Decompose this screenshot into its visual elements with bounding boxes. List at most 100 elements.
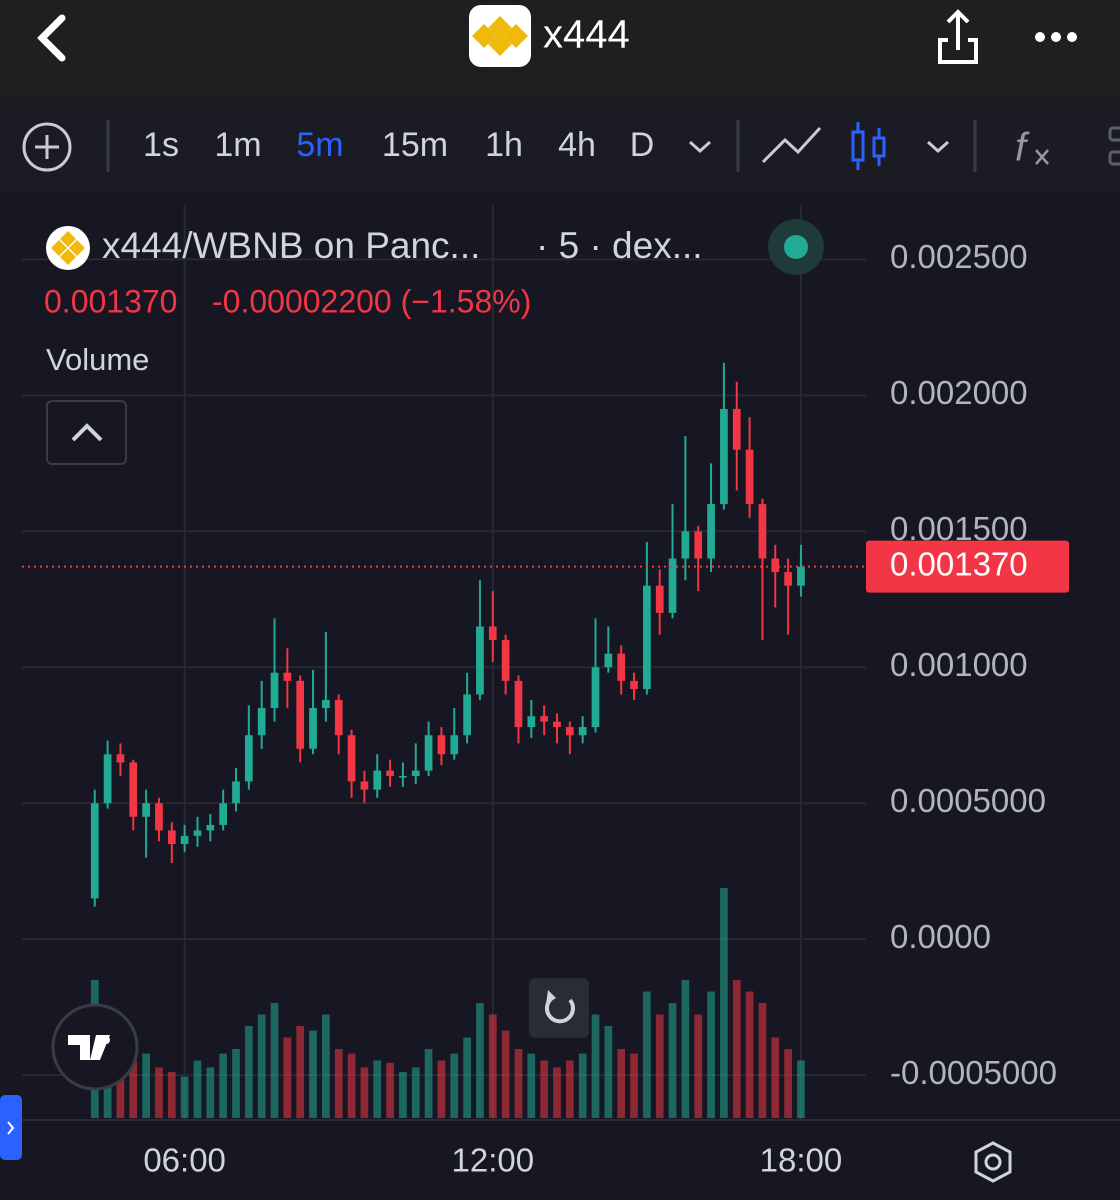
- legend-logo: [51, 231, 85, 265]
- candle-body: [527, 716, 536, 728]
- legend-icon: [46, 226, 90, 270]
- chart-type-dropdown[interactable]: [926, 140, 950, 154]
- candle-body: [630, 680, 638, 690]
- volume-bar: [797, 1060, 805, 1118]
- volume-bar: [681, 980, 690, 1118]
- chart-panel: [22, 203, 1120, 1200]
- header-title: x444: [543, 13, 630, 57]
- volume-bar: [296, 1026, 305, 1118]
- line-chart-button[interactable]: [761, 126, 822, 164]
- reset-button[interactable]: [529, 978, 589, 1038]
- volume-bar: [206, 1067, 215, 1118]
- candle-body: [771, 558, 780, 573]
- volume-bar: [707, 991, 715, 1118]
- candle-body: [643, 585, 651, 690]
- candle-body: [514, 680, 523, 728]
- candle-body: [745, 449, 754, 505]
- candle-body: [373, 770, 382, 790]
- candle-body: [155, 803, 163, 831]
- candle-body: [720, 408, 728, 505]
- candle-body: [334, 699, 343, 736]
- candle-body: [90, 803, 99, 899]
- candle-body: [553, 721, 561, 728]
- candle-body: [758, 504, 767, 559]
- candle-body: [437, 735, 446, 755]
- volume-bar: [463, 1037, 471, 1118]
- candle-body: [360, 781, 369, 790]
- candle-body: [296, 680, 305, 749]
- more-button[interactable]: [1035, 32, 1077, 42]
- volume-bar: [488, 1014, 497, 1118]
- volume-bar: [591, 1014, 600, 1118]
- layout-button: [1108, 150, 1120, 166]
- candle-body: [180, 835, 189, 845]
- interval-button[interactable]: D: [630, 126, 655, 164]
- candle-body: [219, 803, 228, 825]
- volume-bar: [116, 1049, 125, 1118]
- status-dot: [784, 235, 808, 259]
- share-button[interactable]: [938, 9, 978, 64]
- volume-bar: [604, 1026, 613, 1118]
- candle-body: [399, 776, 407, 778]
- y-tick-label: 0.001500: [890, 510, 1028, 547]
- volume-bar: [244, 1026, 253, 1118]
- volume-bar: [720, 888, 728, 1118]
- volume-bar: [360, 1067, 369, 1118]
- back-button[interactable]: [37, 14, 66, 62]
- add-button[interactable]: [22, 122, 72, 172]
- settings-button[interactable]: [974, 1141, 1012, 1183]
- candle-body: [129, 762, 138, 817]
- candle-body: [257, 708, 266, 736]
- candle-body: [167, 830, 176, 845]
- collapse-icon: [71, 423, 103, 442]
- volume-bar: [386, 1062, 394, 1118]
- candle-body: [617, 653, 626, 681]
- reset-arrow: [546, 990, 556, 1004]
- volume-bar: [643, 991, 651, 1118]
- candle-body: [784, 572, 792, 586]
- volume-bar: [527, 1053, 536, 1118]
- reset-icon: [544, 996, 575, 1024]
- volume-bar: [399, 1072, 407, 1118]
- volume-bar: [232, 1049, 240, 1118]
- volume-bar: [334, 1049, 343, 1118]
- token-logo: [472, 16, 528, 56]
- tv-dot: [102, 1036, 110, 1044]
- candle-body: [681, 531, 690, 559]
- candle-body: [450, 735, 459, 755]
- candle-body: [707, 504, 715, 559]
- interval-button[interactable]: 1s: [143, 126, 179, 164]
- volume-bar: [578, 1053, 587, 1118]
- last-price-tag: [866, 540, 1069, 593]
- interval-button[interactable]: 1h: [485, 126, 523, 164]
- y-tick-label: 0.002500: [890, 238, 1028, 275]
- y-tick-label: 0.002000: [890, 374, 1028, 411]
- volume-bar: [373, 1060, 382, 1118]
- layout-button[interactable]: [1108, 126, 1120, 142]
- tv-mark: [68, 1035, 110, 1060]
- candle-body: [668, 558, 677, 613]
- study-label: Volume: [46, 342, 149, 377]
- volume-bar: [655, 1014, 664, 1118]
- volume-bar: [129, 1060, 138, 1118]
- indicators-x: [1035, 149, 1049, 165]
- interval-button[interactable]: 15m: [382, 126, 448, 164]
- interval-dropdown[interactable]: [688, 140, 712, 154]
- volume-bar: [347, 1053, 356, 1118]
- side-tab[interactable]: [0, 1095, 22, 1160]
- candle-body: [694, 531, 703, 559]
- interval-button[interactable]: 4h: [558, 126, 596, 164]
- collapse-button[interactable]: [46, 400, 127, 465]
- volume-bar: [193, 1060, 202, 1118]
- legend-change: -0.00002200 (−1.58%): [212, 283, 531, 319]
- candle-chart-button[interactable]: [851, 122, 886, 170]
- last-price-label: 0.001370: [890, 545, 1028, 582]
- volume-bar: [476, 1003, 484, 1118]
- candle-body: [142, 803, 150, 817]
- candle-body: [604, 653, 613, 668]
- interval-button[interactable]: 1m: [214, 126, 261, 164]
- volume-bar: [142, 1053, 150, 1118]
- volume-bar: [694, 1014, 703, 1118]
- y-tick-label: 0.001000: [890, 646, 1028, 683]
- interval-button[interactable]: 5m: [296, 126, 343, 164]
